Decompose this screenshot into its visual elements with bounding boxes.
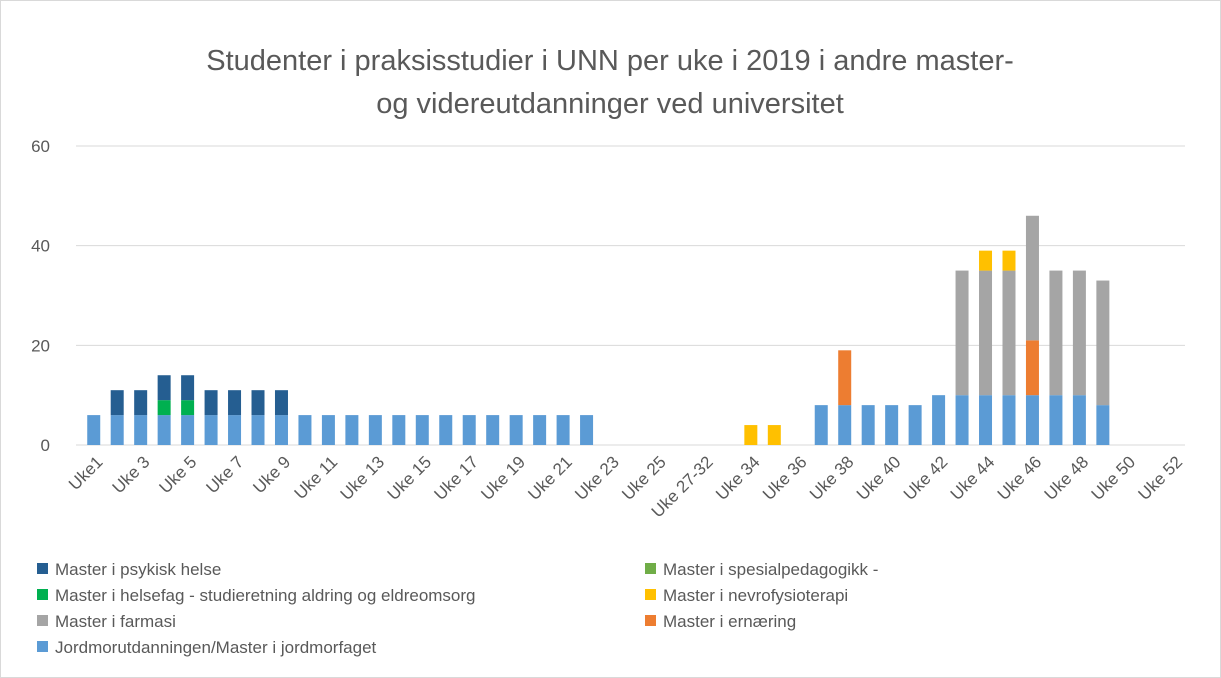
bar-segment — [157, 415, 171, 445]
bar-segment — [251, 415, 265, 445]
bar-segment — [979, 395, 993, 445]
bar-segment — [415, 415, 429, 445]
bar-segment — [1072, 270, 1086, 396]
bar-segment — [486, 415, 500, 445]
bar-segment — [979, 270, 993, 396]
chart-title: Studenter i praksisstudier i UNN per uke… — [206, 45, 1014, 77]
bar-segment — [134, 390, 148, 416]
legend-swatch — [645, 563, 656, 574]
bar-segment — [204, 415, 218, 445]
bar-segment — [767, 425, 781, 445]
legend-swatch — [645, 615, 656, 626]
bar-segment — [1096, 280, 1110, 406]
bar-segment — [298, 415, 312, 445]
bar-segment — [1096, 405, 1110, 445]
bar-segment — [1002, 395, 1016, 445]
bar-segment — [274, 415, 288, 445]
bar-segment — [814, 405, 828, 445]
legend-label: Master i ernæring — [663, 612, 796, 631]
legend-swatch — [645, 589, 656, 600]
legend-label: Master i helsefag - studieretning aldrin… — [55, 586, 476, 605]
legend-label: Master i farmasi — [55, 612, 176, 631]
bar-segment — [1049, 395, 1063, 445]
y-tick-label: 40 — [31, 237, 50, 256]
bar-segment — [1025, 215, 1039, 341]
bar-segment — [1002, 270, 1016, 396]
bar-segment — [157, 400, 171, 416]
bar-segment — [861, 405, 875, 445]
legend-label: Master i spesialpedagogikk - — [663, 560, 878, 579]
bar-segment — [87, 415, 101, 445]
legend-label: Jordmorutdanningen/Master i jordmorfaget — [55, 638, 377, 657]
bar-segment — [556, 415, 570, 445]
legend-swatch — [37, 615, 48, 626]
legend-swatch — [37, 589, 48, 600]
bar-segment — [368, 415, 382, 445]
bar-segment — [580, 415, 594, 445]
legend-label: Master i nevrofysioterapi — [663, 586, 848, 605]
bar-segment — [1025, 395, 1039, 445]
bar-segment — [345, 415, 359, 445]
bar-segment — [838, 405, 852, 445]
bar-segment — [744, 425, 758, 445]
bar-segment — [392, 415, 406, 445]
bar-segment — [439, 415, 453, 445]
bar-segment — [1002, 250, 1016, 271]
legend-swatch — [37, 641, 48, 652]
bar-segment — [181, 400, 195, 416]
bar-segment — [979, 250, 993, 271]
bar-segment — [157, 375, 171, 401]
bar-segment — [1072, 395, 1086, 445]
chart-title: og videreutdanninger ved universitet — [376, 88, 844, 120]
bar-segment — [110, 415, 124, 445]
bar-segment — [908, 405, 922, 445]
y-tick-label: 20 — [31, 336, 50, 355]
bar-segment — [321, 415, 335, 445]
bar-segment — [251, 390, 265, 416]
bar-segment — [134, 415, 148, 445]
bar-segment — [1049, 270, 1063, 396]
bar-segment — [181, 415, 195, 445]
legend-swatch — [37, 563, 48, 574]
bar-segment — [204, 390, 218, 416]
bar-segment — [932, 395, 946, 445]
bar-segment — [955, 270, 969, 396]
bar-segment — [228, 415, 242, 445]
y-tick-label: 60 — [31, 137, 50, 156]
bar-segment — [274, 390, 288, 416]
bar-segment — [462, 415, 476, 445]
bar-segment — [181, 375, 195, 401]
bar-segment — [228, 390, 242, 416]
bar-segment — [1025, 340, 1039, 396]
legend-label: Master i psykisk helse — [55, 560, 221, 579]
bar-segment — [509, 415, 523, 445]
bar-segment — [533, 415, 547, 445]
bar-segment — [885, 405, 899, 445]
bar-segment — [955, 395, 969, 445]
bar-segment — [838, 350, 852, 406]
bar-segment — [110, 390, 124, 416]
y-tick-label: 0 — [41, 436, 50, 455]
